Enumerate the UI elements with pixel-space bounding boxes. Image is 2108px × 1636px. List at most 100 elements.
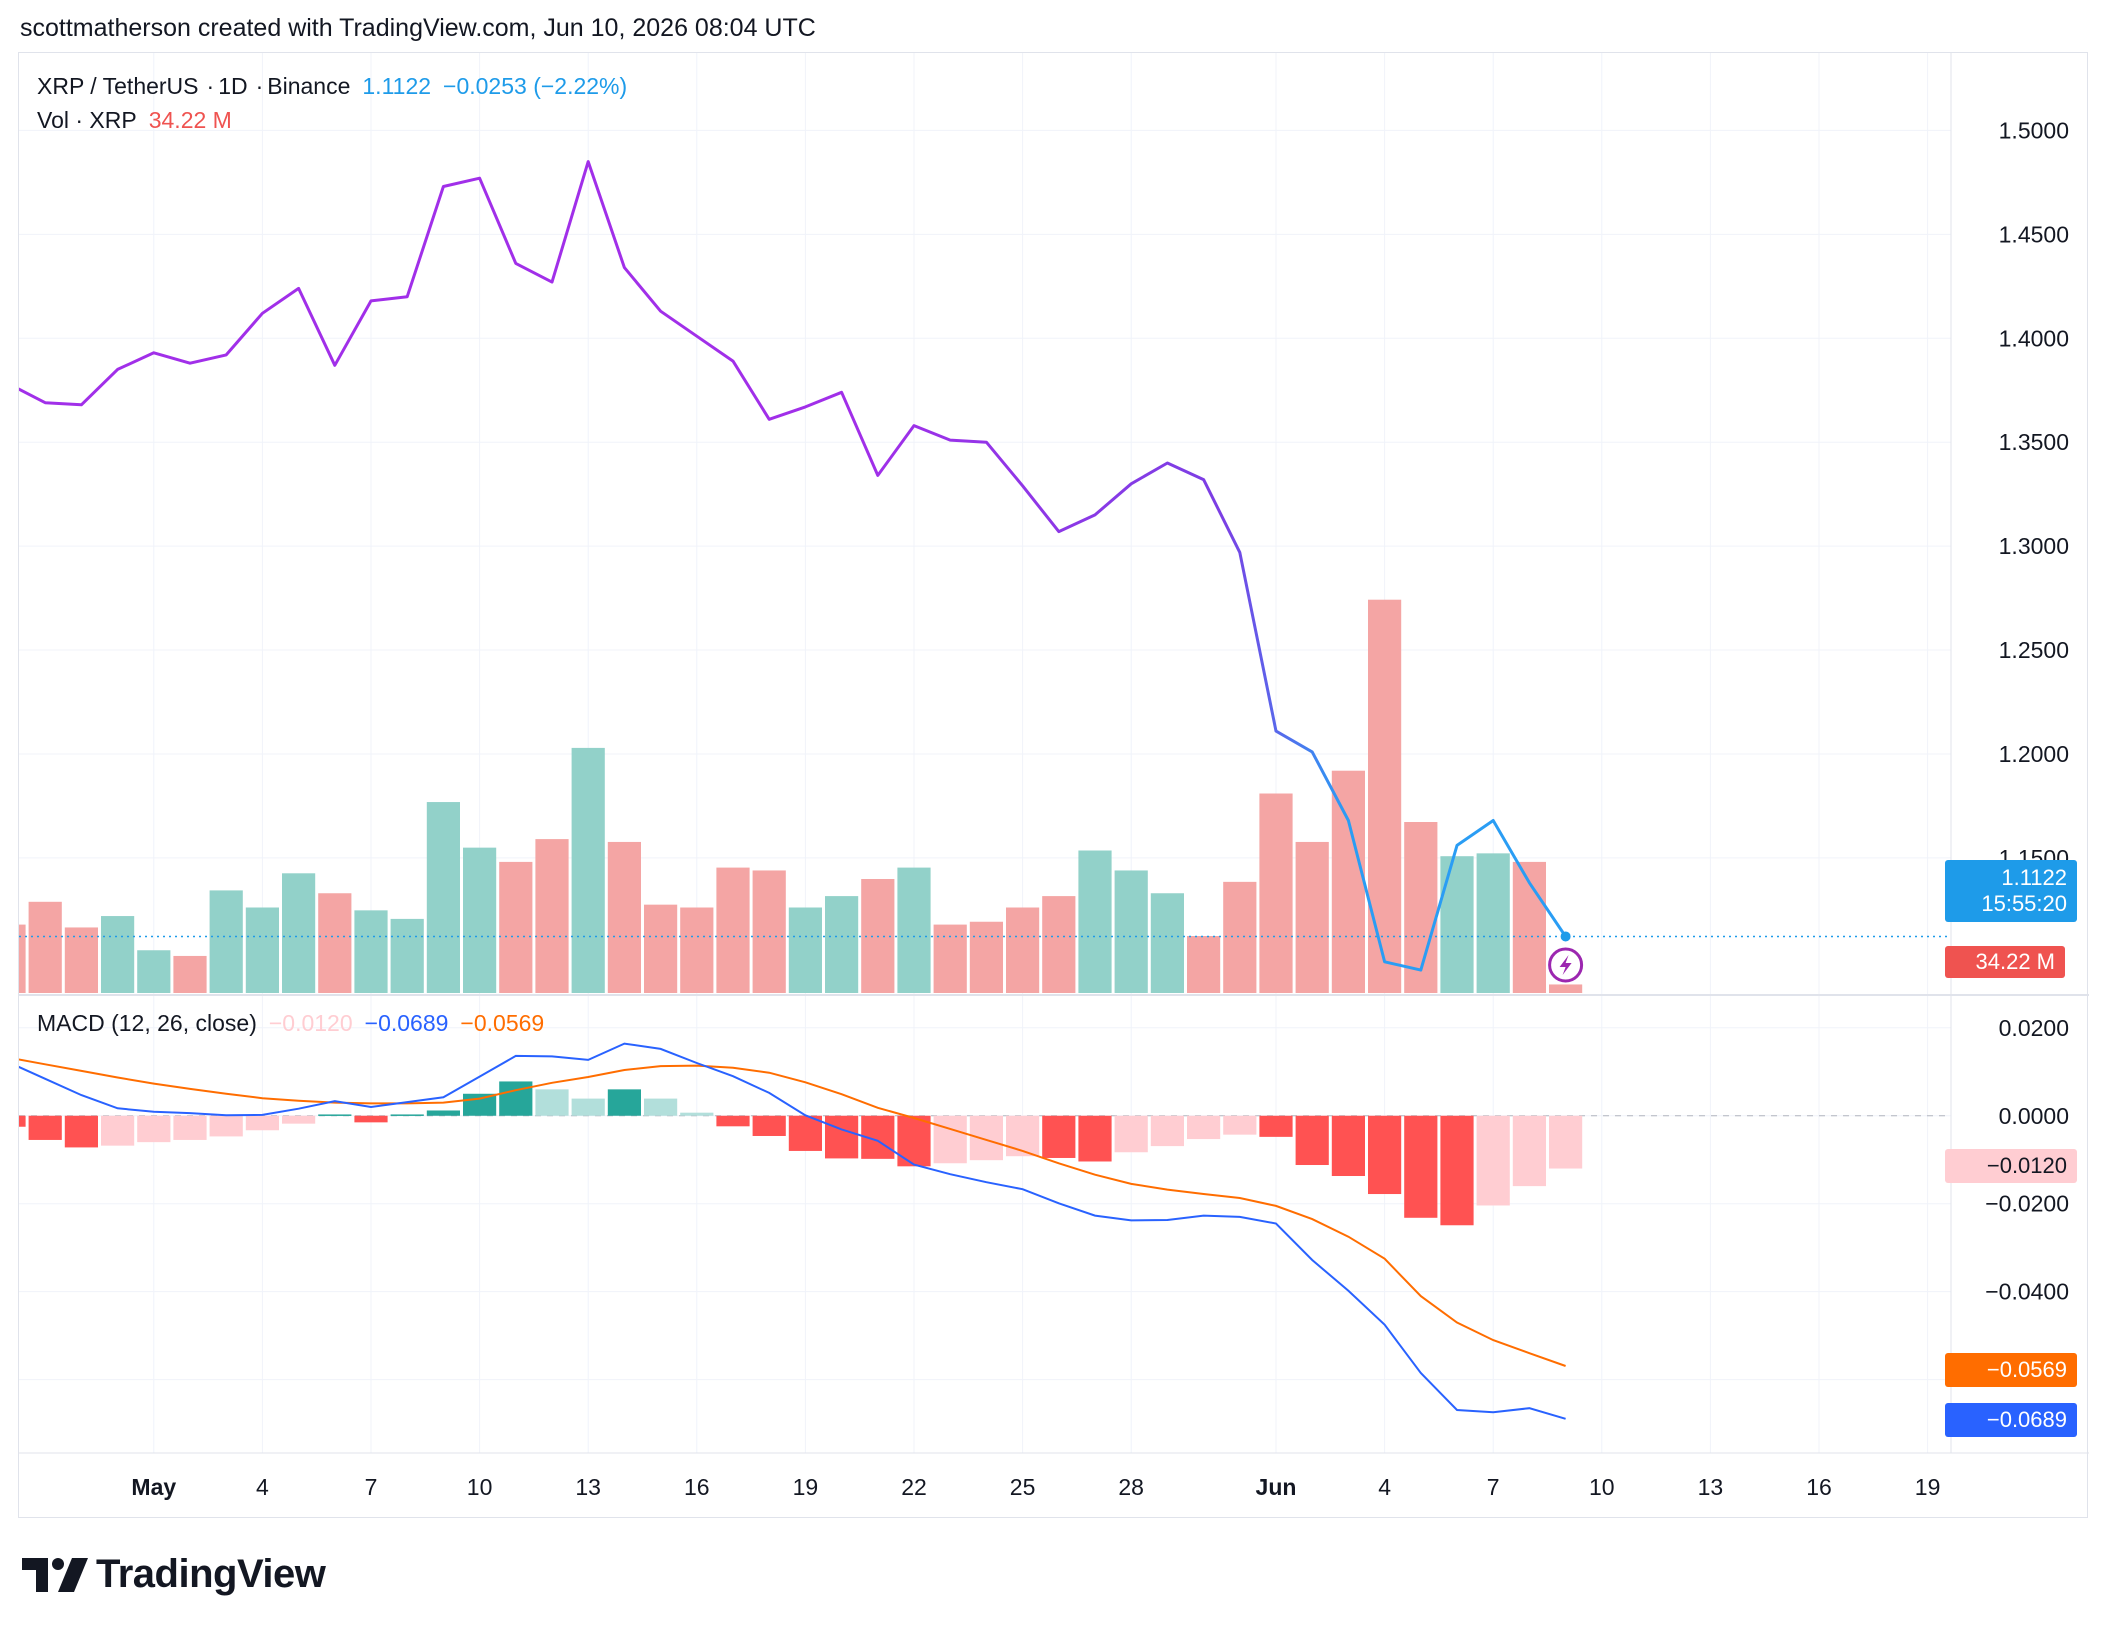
macd-histogram-bar xyxy=(1150,1115,1184,1147)
time-axis-label: 16 xyxy=(1806,1474,1832,1500)
symbol-name[interactable]: XRP / TetherUS xyxy=(37,73,199,99)
time-axis-label: Jun xyxy=(1256,1474,1297,1500)
volume-bar xyxy=(535,839,569,993)
price-line xyxy=(19,160,1567,972)
volume-bar xyxy=(318,893,352,993)
volume-bar xyxy=(64,927,98,993)
time-axis-label: 16 xyxy=(684,1474,710,1500)
volume-bar xyxy=(28,901,62,993)
volume-bar xyxy=(1042,896,1076,993)
macd-histogram-bar xyxy=(390,1114,424,1116)
volume-legend[interactable]: Vol · XRP 34.22 M xyxy=(37,107,244,134)
macd-hist-value: −0.0120 xyxy=(268,1010,353,1036)
volume-bar xyxy=(1440,856,1474,993)
volume-bar xyxy=(680,907,714,993)
macd-histogram-bar xyxy=(1368,1115,1402,1195)
volume-bar xyxy=(209,890,243,993)
chart-frame[interactable]: 1.5000 1.4500 1.4000 1.3500 1.3000 1.2500 1.20… xyxy=(18,52,2089,1519)
volume-bar xyxy=(1006,907,1040,993)
volume-bar xyxy=(463,847,497,993)
signal-line xyxy=(19,1058,1566,1367)
time-axis-label: 10 xyxy=(467,1474,493,1500)
exchange-label: Binance xyxy=(267,73,351,99)
macd-histogram-bar xyxy=(571,1098,605,1116)
volume-bar xyxy=(137,950,171,993)
macd-histogram-bar xyxy=(607,1089,641,1116)
price-change-value: −0.0253 (−2.22%) xyxy=(443,73,628,99)
macd-histogram-bar xyxy=(173,1115,207,1140)
time-axis-label: 28 xyxy=(1118,1474,1144,1500)
macd-histogram-bar xyxy=(499,1081,533,1116)
attribution-text: scottmatherson created with TradingView.… xyxy=(20,14,816,42)
time-axis-label: 4 xyxy=(1378,1474,1391,1500)
macd-tag: −0.0689 xyxy=(1945,1403,2077,1437)
volume-bar xyxy=(390,918,424,993)
interval-label[interactable]: 1D xyxy=(218,73,248,99)
chart-canvas[interactable]: 1.5000 1.4500 1.4000 1.3500 1.3000 1.2500 1.20… xyxy=(19,53,2089,1519)
volume-bar xyxy=(1404,822,1438,993)
macd-histogram-bar xyxy=(535,1089,569,1116)
tradingview-logo-icon xyxy=(22,1557,88,1592)
macd-histogram-bar xyxy=(1223,1115,1257,1135)
price-axis-label: 1.4500 xyxy=(1999,221,2069,247)
volume-bar xyxy=(825,896,859,993)
price-axis-label: 1.2000 xyxy=(1999,741,2069,767)
time-axis-label: 13 xyxy=(1698,1474,1724,1500)
last-price-value: 1.1122 xyxy=(362,73,432,99)
volume-bar xyxy=(245,907,279,993)
price-axis-label: 1.4000 xyxy=(1999,325,2069,351)
macd-line xyxy=(19,1042,1566,1420)
macd-histogram-bar xyxy=(28,1115,62,1140)
macd-histogram-bar xyxy=(969,1115,1003,1161)
macd-histogram-bar xyxy=(1295,1115,1329,1166)
macd-histogram-bar xyxy=(1114,1115,1148,1153)
tradingview-brand[interactable]: TradingView xyxy=(22,1552,326,1597)
volume-bar xyxy=(173,955,207,993)
macd-histogram-bar xyxy=(752,1115,786,1136)
macd-histogram-bar xyxy=(426,1110,460,1116)
volume-bar xyxy=(282,873,316,993)
signal-tag: −0.0569 xyxy=(1945,1353,2077,1387)
volume-bar xyxy=(1476,853,1510,993)
volume-bar xyxy=(426,802,460,993)
volume-bar xyxy=(607,841,641,993)
macd-legend[interactable]: MACD (12, 26, close) −0.0120 −0.0689 −0.056… xyxy=(37,1010,556,1037)
volume-bar xyxy=(1368,599,1402,993)
macd-histogram-bar xyxy=(1187,1115,1221,1140)
tradingview-wordmark: TradingView xyxy=(96,1552,326,1596)
volume-bar xyxy=(644,904,678,993)
macd-histogram-bar xyxy=(354,1115,388,1123)
macd-histogram-bar xyxy=(644,1098,678,1116)
macd-histogram-bar xyxy=(137,1115,171,1143)
volume-bar xyxy=(101,916,135,993)
volume-bar xyxy=(1078,850,1112,993)
macd-histogram-bar xyxy=(788,1115,822,1151)
lightning-glyph xyxy=(1559,955,1572,975)
macd-histogram-bar xyxy=(209,1115,243,1137)
macd-histogram-bar xyxy=(1440,1115,1474,1226)
time-axis-label: 22 xyxy=(901,1474,927,1500)
volume-bar xyxy=(752,870,786,993)
symbol-legend[interactable]: XRP / TetherUS · 1D · Binance 1.1122 −0.0253 (… xyxy=(37,73,628,99)
macd-histogram-bar xyxy=(1259,1115,1293,1137)
volume-bar xyxy=(1295,841,1329,993)
volume-label: Vol · XRP xyxy=(37,107,137,133)
time-axis-label: 25 xyxy=(1010,1474,1036,1500)
macd-line-value: −0.0689 xyxy=(364,1010,449,1036)
macd-histogram-bar xyxy=(680,1112,714,1116)
last-price-tag-value: 1.1122 xyxy=(2001,865,2067,890)
macd-histogram-bar xyxy=(1042,1115,1076,1158)
volume-value: 34.22 M xyxy=(148,107,232,133)
macd-signal-value: −0.0569 xyxy=(460,1010,545,1036)
macd-axis-label: −0.0200 xyxy=(1985,1191,2069,1217)
macd-histogram-bar xyxy=(1549,1115,1583,1169)
volume-bar xyxy=(1150,893,1184,993)
volume-bar xyxy=(716,867,750,993)
price-axis-label: 1.3500 xyxy=(1999,429,2069,455)
volume-bar xyxy=(933,924,967,993)
macd-axis-label: 0.0200 xyxy=(1999,1015,2069,1041)
macd-histogram-bar xyxy=(463,1093,497,1116)
macd-histogram-bar xyxy=(1331,1115,1365,1177)
time-axis-label: 10 xyxy=(1589,1474,1615,1500)
macd-histogram-bar xyxy=(1078,1115,1112,1162)
